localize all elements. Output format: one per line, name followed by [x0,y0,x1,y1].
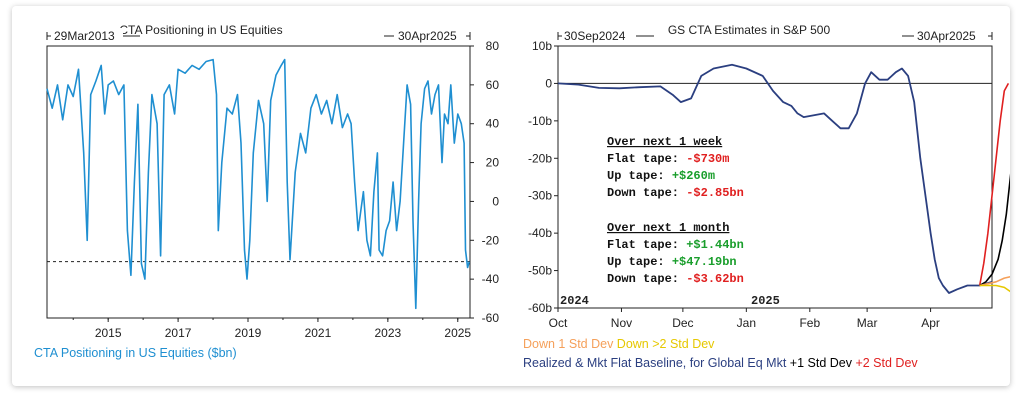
right-y-tick-label: -10b [528,114,552,128]
right-chart: GS CTA Estimates in S&P 500 30Sep2024 30… [523,23,1010,370]
right-y-tick-label: -30b [528,189,552,203]
forecast-annotations: Over next 1 week Over next 1 month Flat … [607,135,744,286]
left-y-tick-label: 20 [486,156,500,170]
left-x-tick-label: 2017 [165,326,192,340]
left-y-tick-label: 0 [492,194,499,208]
right-y-tick-label: -50b [528,264,552,278]
year-label-2024: 2024 [560,294,589,308]
year-label-2025: 2025 [751,294,780,308]
left-chart: CTA Positioning in US Equities 29Mar2013… [34,23,499,360]
left-y-tick-label: 60 [486,78,500,92]
right-chart-title: GS CTA Estimates in S&P 500 [668,23,831,37]
right-x-tick-label: Dec [672,316,693,330]
left-x-tick-label: 2025 [444,326,471,340]
left-date-end: 30Apr2025 [398,29,457,43]
right-x-tick-label: Nov [611,316,632,330]
month-header: Over next 1 month [607,221,729,235]
right-plot-frame [557,45,993,309]
legend-entry: Down >2 Std Dev [617,337,715,351]
right-series-line-4 [979,284,1010,293]
right-series-line-2 [979,173,1010,287]
left-y-tick-label: -60 [482,311,500,325]
left-date-range: 29Mar2013 30Apr2025 [46,28,471,43]
right-y-tick-label: 10b [532,39,552,53]
left-x-tick-label: 2021 [305,326,332,340]
left-chart-title: CTA Positioning in US Equities [119,23,282,37]
week_rows-row: Flat tape: -$730m [607,152,729,166]
week-header: Over next 1 week [607,135,722,149]
chart-canvas: CTA Positioning in US Equities 29Mar2013… [34,23,1010,370]
chart-card: CTA Positioning in US Equities 29Mar2013… [12,6,1010,386]
right-x-tick-label: Jan [737,316,756,330]
legend-entry: +1 Std Dev [790,356,856,370]
legend-entry: +2 Std Dev [855,356,918,370]
month_rows-row: Flat tape: +$1.44bn [607,238,744,252]
left-series [46,58,471,310]
right-series-line-1 [978,83,1010,286]
right-x-tick-label: Mar [857,316,878,330]
left-axis-ticks: 80 60 40 20 0 -20 -40 -60 2015 2017 2019 2021 2023 20… [72,39,500,340]
right-x-tick-label: Apr [921,316,940,330]
month_rows-row: Down tape: -$3.62bn [607,272,744,286]
right-y-tick-label: -60b [528,301,552,315]
right-legend-line1: Down 1 Std Dev Down >2 Std Dev [523,337,715,351]
right-series-line-0 [557,63,993,294]
right-y-tick-label: -40b [528,226,552,240]
month_rows-row: Up tape: +$47.19bn [607,255,737,269]
left-series-line [46,58,471,310]
left-legend: CTA Positioning in US Equities ($bn) [34,346,237,360]
right-series-line-3 [979,275,1010,287]
left-x-tick-label: 2015 [95,326,122,340]
left-y-tick-label: -20 [482,233,500,247]
left-y-tick-label: 80 [486,39,500,53]
left-y-tick-label: -40 [482,272,500,286]
right-y-tick-label: -20b [528,151,552,165]
left-date-start: 29Mar2013 [54,29,115,43]
right-x-tick-label: Feb [799,316,820,330]
left-plot-frame [46,45,471,319]
right-series [557,63,1010,294]
left-x-tick-label: 2023 [374,326,401,340]
right-x-tick-label: Oct [549,316,568,330]
left-x-tick-label: 2019 [235,326,262,340]
right-legend-line2: Realized & Mkt Flat Baseline, for Global… [523,356,918,370]
legend-entry: Realized & Mkt Flat Baseline, for Global… [523,356,790,370]
legend-entry: Down 1 Std Dev [523,337,617,351]
right-date-start: 30Sep2024 [564,29,626,43]
right-date-range: 30Sep2024 30Apr2025 [557,28,993,43]
week_rows-row: Down tape: -$2.85bn [607,186,744,200]
right-date-end: 30Apr2025 [917,29,976,43]
right-y-tick-label: 0 [545,76,552,90]
left-y-tick-label: 40 [486,117,500,131]
week_rows-row: Up tape: +$260m [607,169,715,183]
